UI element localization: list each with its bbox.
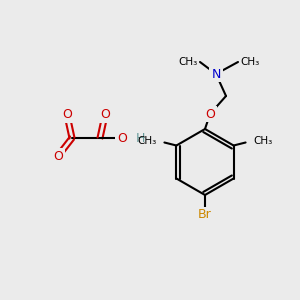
Text: CH₃: CH₃	[240, 57, 259, 67]
Text: N: N	[211, 68, 221, 80]
Text: O: O	[205, 107, 215, 121]
Text: H: H	[135, 131, 145, 145]
Text: O: O	[100, 109, 110, 122]
Text: O: O	[117, 131, 127, 145]
Text: CH₃: CH₃	[254, 136, 273, 146]
Text: Br: Br	[198, 208, 212, 221]
Text: CH₃: CH₃	[137, 136, 156, 146]
Text: O: O	[62, 109, 72, 122]
Text: CH₃: CH₃	[179, 57, 198, 67]
Text: O: O	[53, 149, 63, 163]
